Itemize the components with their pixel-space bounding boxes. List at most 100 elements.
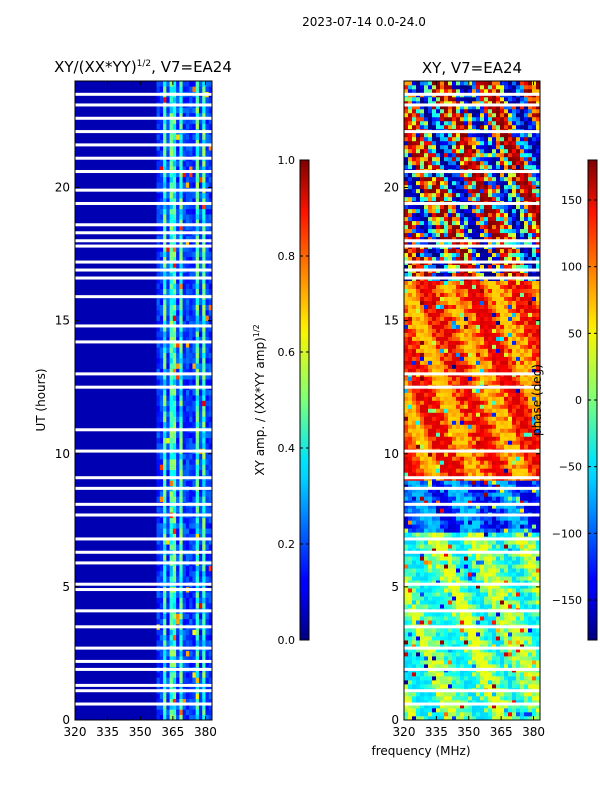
heatmap-cell (202, 507, 206, 513)
heatmap-cell (182, 400, 187, 407)
heatmap-cell (468, 696, 473, 701)
heatmap-cell (524, 408, 529, 413)
heatmap-cell (205, 704, 210, 710)
heatmap-cell (169, 517, 174, 524)
heatmap-cell (416, 612, 421, 617)
heatmap-cell (536, 464, 541, 469)
heatmap-cell (185, 416, 190, 423)
heatmap-cell (176, 96, 180, 103)
heatmap-cell (408, 648, 413, 653)
flagged-row (75, 103, 212, 107)
heatmap-cell (456, 408, 461, 413)
heatmap-cell (436, 396, 441, 401)
heatmap-cell (208, 704, 213, 710)
heatmap-cell (512, 404, 517, 409)
heatmap-cell (156, 629, 161, 636)
heatmap-cell (202, 554, 206, 561)
heatmap-cell (456, 580, 461, 585)
flagged-row (75, 502, 212, 506)
heatmap-cell (185, 278, 190, 284)
heatmap-cell (172, 421, 177, 428)
heatmap-cell (500, 532, 505, 537)
heatmap-cell (172, 309, 177, 316)
heatmap-cell (492, 408, 497, 413)
heatmap-cell (428, 428, 433, 433)
y-tick-label: 5 (62, 580, 70, 594)
heatmap-cell (516, 472, 521, 477)
heatmap-cell (468, 596, 473, 601)
heatmap-cell (185, 528, 190, 534)
heatmap-cell (492, 468, 497, 473)
heatmap-cell (532, 524, 537, 529)
heatmap-cell (512, 400, 517, 405)
heatmap-cell (408, 640, 413, 645)
heatmap-cell (156, 368, 161, 375)
heatmap-cell (169, 453, 174, 460)
amp-colorbar-gradient (299, 159, 310, 641)
heatmap-cell (408, 636, 413, 641)
heatmap-cell (444, 700, 449, 705)
heatmap-cell (198, 565, 203, 572)
heatmap-cell (496, 452, 501, 457)
heatmap-cell (436, 404, 441, 409)
heatmap-cell (496, 488, 501, 493)
heatmap-cell (536, 524, 541, 529)
heatmap-cell (512, 604, 517, 609)
heatmap-cell (404, 676, 409, 681)
heatmap-cell (185, 698, 190, 705)
heatmap-cell (504, 516, 509, 521)
heatmap-cell (420, 432, 425, 437)
heatmap-cell (516, 488, 521, 493)
heatmap-cell (169, 224, 174, 231)
heatmap-cell (205, 315, 210, 321)
heatmap-cell (404, 416, 409, 421)
heatmap-cell (468, 548, 473, 553)
heatmap-cell (532, 556, 537, 561)
heatmap-cell (436, 612, 441, 617)
heatmap-cell (205, 373, 210, 380)
heatmap-cell (436, 672, 441, 677)
heatmap-cell (424, 488, 429, 493)
heatmap-cell (444, 644, 449, 649)
heatmap-cell (476, 716, 481, 721)
heatmap-cell (468, 576, 473, 581)
heatmap-cell (432, 636, 437, 641)
heatmap-cell (500, 568, 505, 573)
heatmap-cell (192, 262, 196, 268)
heatmap-cell (452, 640, 457, 645)
heatmap-cell (189, 400, 193, 407)
heatmap-cell (520, 416, 525, 421)
heatmap-cell (198, 123, 203, 130)
heatmap-cell (488, 456, 493, 461)
heatmap-cell (189, 304, 193, 311)
heatmap-cell (424, 640, 429, 645)
heatmap-cell (528, 516, 533, 521)
heatmap-cell (424, 716, 429, 721)
heatmap-cell (504, 576, 509, 581)
heatmap-cell (440, 672, 445, 677)
heatmap-cell (536, 452, 541, 457)
heatmap-cell (156, 469, 161, 476)
heatmap-cell (492, 612, 497, 617)
heatmap-cell (468, 592, 473, 597)
heatmap-cell (202, 522, 206, 529)
heatmap-cell (198, 453, 203, 460)
heatmap-cell (189, 176, 193, 183)
heatmap-cell (202, 491, 206, 497)
heatmap-cell (460, 400, 465, 405)
heatmap-cell (166, 363, 170, 369)
heatmap-cell (484, 644, 489, 649)
heatmap-cell (528, 696, 533, 701)
heatmap-cell (440, 680, 445, 685)
heatmap-cell (176, 421, 180, 428)
heatmap-cell (176, 618, 180, 625)
heatmap-cell (172, 192, 177, 199)
heatmap-cell (182, 507, 187, 513)
heatmap-cell (428, 628, 433, 633)
heatmap-cell (185, 443, 190, 449)
heatmap-cell (488, 488, 493, 493)
heatmap-cell (432, 680, 437, 685)
heatmap-cell (476, 508, 481, 513)
heatmap-cell (436, 544, 441, 549)
heatmap-cell (440, 460, 445, 465)
